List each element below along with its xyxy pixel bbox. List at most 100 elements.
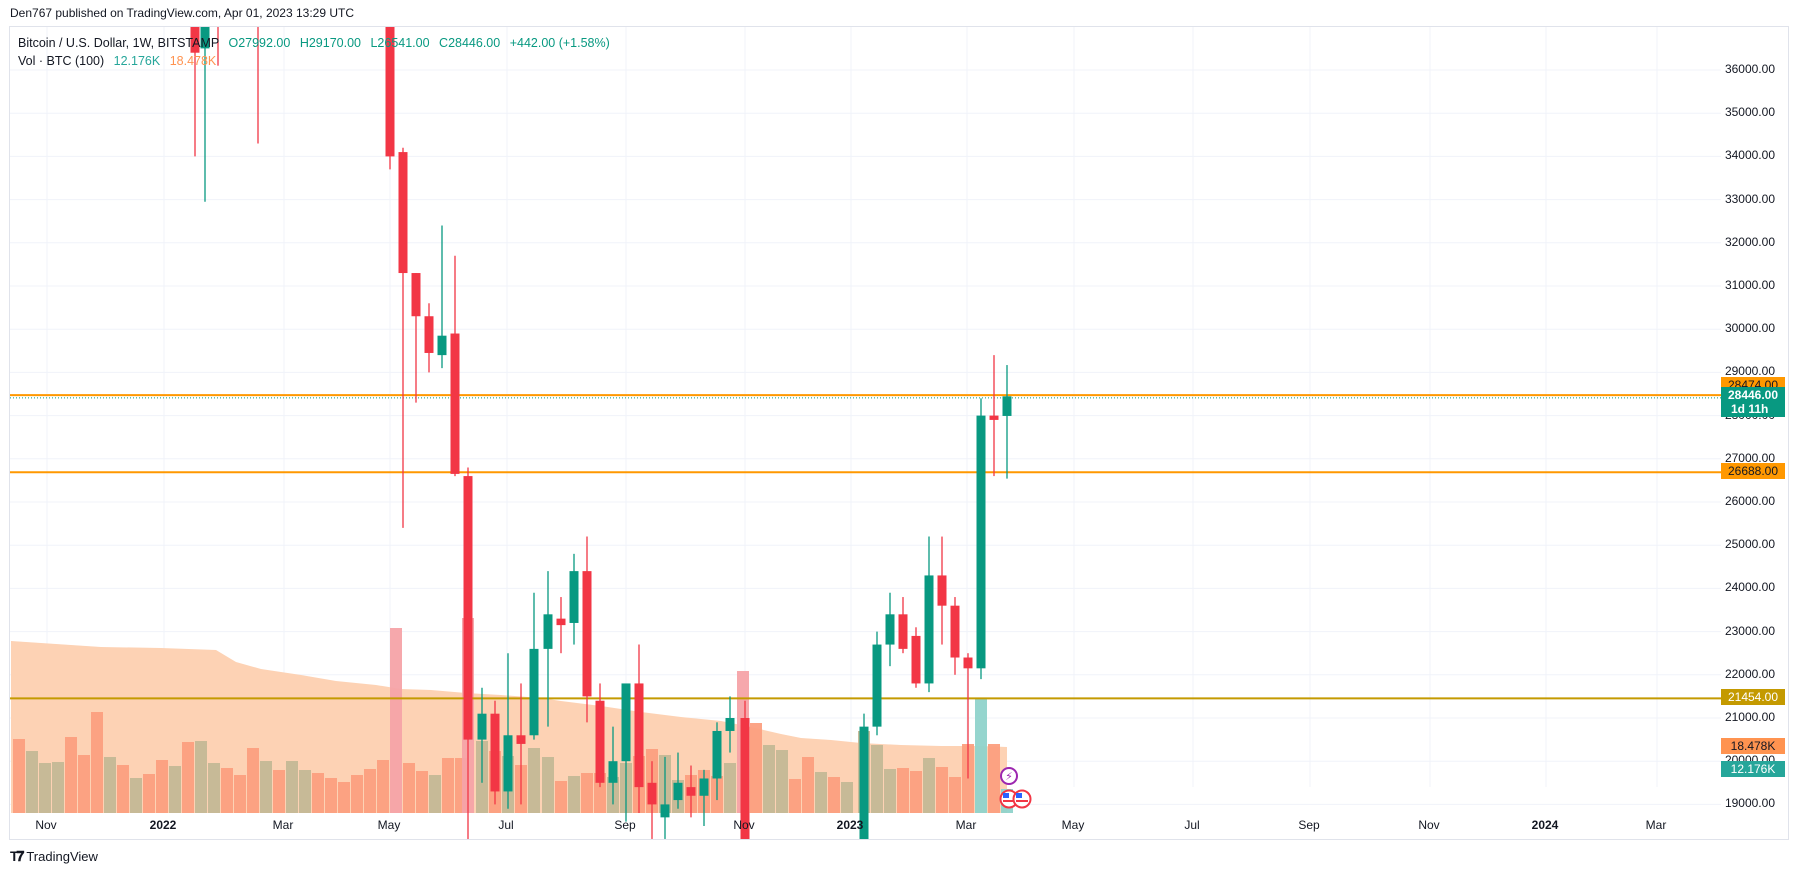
earnings-event-icon[interactable] xyxy=(1000,767,1018,785)
volume-bar xyxy=(195,741,207,813)
volume-bar xyxy=(910,771,922,813)
low-value: L26541.00 xyxy=(370,36,430,50)
volume-bar xyxy=(429,775,441,813)
volume-bar xyxy=(802,757,814,813)
candle-down xyxy=(424,316,434,353)
change-value: +442.00 (+1.58%) xyxy=(509,36,610,50)
volume-bar xyxy=(117,765,129,813)
volume-bar xyxy=(78,755,90,813)
volume-bar xyxy=(936,767,948,813)
lightning-icon: ⚡ xyxy=(1005,771,1013,783)
volume-bar xyxy=(13,739,25,813)
candle-up xyxy=(660,804,670,818)
volume-bar xyxy=(377,760,389,813)
candle-down xyxy=(490,713,500,792)
volume-bar xyxy=(130,778,142,813)
volume-bar xyxy=(949,777,961,813)
flag-canton-icon xyxy=(1016,793,1022,798)
volume-bar xyxy=(91,712,103,813)
volume-bar xyxy=(221,768,233,813)
candle-down xyxy=(595,700,605,783)
volume-bar xyxy=(104,757,116,813)
volume-bar xyxy=(169,766,181,813)
volume-bar xyxy=(325,778,337,813)
volume-bar xyxy=(403,763,415,813)
candle-up xyxy=(543,614,553,649)
volume-bar xyxy=(351,775,363,813)
price-chart-canvas[interactable]: ⚡ xyxy=(10,27,1789,840)
candle-down xyxy=(411,273,421,317)
volume-bar xyxy=(594,773,606,813)
candle-down xyxy=(911,635,921,684)
candle-down xyxy=(647,782,657,805)
volume-bar xyxy=(364,769,376,813)
candle-down xyxy=(937,575,947,606)
volume-bar xyxy=(555,781,567,813)
symbol-title: Bitcoin / U.S. Dollar, 1W, BITSTAMP xyxy=(18,36,219,50)
chart-legend: Bitcoin / U.S. Dollar, 1W, BITSTAMP O279… xyxy=(18,34,616,70)
volume-bar xyxy=(884,769,896,813)
candle-up xyxy=(200,27,210,49)
candle-up xyxy=(477,713,487,740)
close-value: C28446.00 xyxy=(439,36,501,50)
candle-up xyxy=(621,683,631,762)
volume-bar xyxy=(542,757,554,813)
candle-down xyxy=(385,27,395,157)
volume-indicator-title: Vol · BTC (100) xyxy=(18,54,105,68)
candle-up xyxy=(712,730,722,779)
volume-bar xyxy=(39,763,51,813)
candle-up xyxy=(872,644,882,727)
volume-bar xyxy=(234,775,246,813)
candle-down xyxy=(556,618,566,626)
volume-bar xyxy=(156,760,168,813)
flag-canton-icon xyxy=(1003,793,1009,798)
candle-down xyxy=(398,152,408,274)
volume-bar xyxy=(988,744,1000,813)
volume-bar xyxy=(312,773,324,813)
brand-name: TradingView xyxy=(26,849,98,864)
ohlc-values: O27992.00 H29170.00 L26541.00 C28446.00 … xyxy=(228,36,615,50)
volume-bar xyxy=(789,779,801,813)
flag-stripe-icon xyxy=(1016,800,1028,802)
candle-down xyxy=(989,415,999,420)
volume-bar xyxy=(143,774,155,813)
volume-bar xyxy=(841,782,853,813)
volume-bar xyxy=(828,777,840,813)
volume-bar xyxy=(442,758,454,813)
volume-legend-row[interactable]: Vol · BTC (100) 12.176K 18.478K xyxy=(18,52,616,70)
candle-down xyxy=(190,27,200,53)
volume-bar xyxy=(52,762,64,813)
candle-up xyxy=(529,648,539,736)
candle-down xyxy=(634,683,644,788)
candle-up xyxy=(699,778,709,796)
candle-down xyxy=(516,735,526,744)
volume-bar xyxy=(299,770,311,813)
volume-bar xyxy=(962,744,974,813)
candle-down xyxy=(950,605,960,658)
volume-bar xyxy=(26,751,38,813)
volume-bar xyxy=(338,782,350,813)
candle-up xyxy=(569,571,579,623)
symbol-legend-row[interactable]: Bitcoin / U.S. Dollar, 1W, BITSTAMP O279… xyxy=(18,34,616,52)
volume-bar xyxy=(763,745,775,813)
volume-ma-value: 18.478K xyxy=(169,54,217,68)
candle-up xyxy=(1002,396,1012,416)
volume-bar xyxy=(247,748,259,813)
high-value: H29170.00 xyxy=(299,36,361,50)
volume-bar xyxy=(871,745,883,813)
volume-bar xyxy=(528,748,540,813)
open-value: O27992.00 xyxy=(228,36,291,50)
candle-up xyxy=(503,735,513,792)
volume-bar xyxy=(750,723,762,813)
footer-branding: T𝟕 TradingView xyxy=(10,848,98,865)
candle-up xyxy=(725,718,735,731)
candle-up xyxy=(924,575,934,684)
volume-bar xyxy=(182,742,194,813)
volume-bar xyxy=(208,763,220,813)
candle-up xyxy=(673,782,683,801)
tradingview-logo-icon: T𝟕 xyxy=(10,848,24,864)
candle-down xyxy=(582,571,592,697)
chart-pane[interactable]: ⚡ Bitcoin / U.S. Dollar, 1W, BITSTAMP O2… xyxy=(9,26,1789,840)
volume-bar xyxy=(776,750,788,813)
candle-up xyxy=(437,335,447,356)
